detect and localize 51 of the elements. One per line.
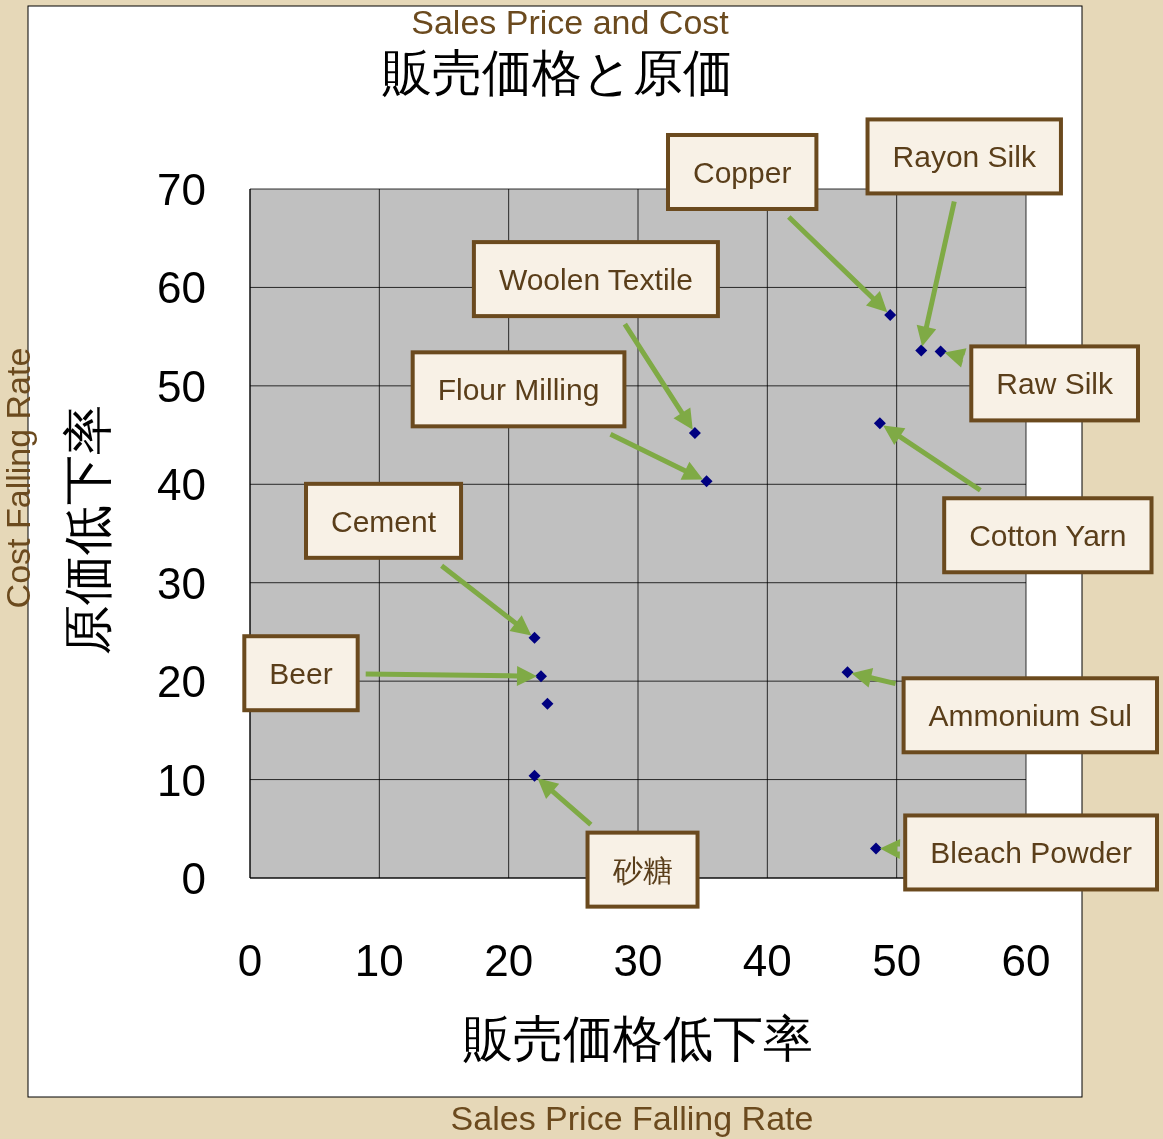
annotation: Woolen Textile [498,263,693,297]
point [688,427,701,440]
point [869,842,882,855]
point [934,345,947,358]
x-tick-label: 10 [354,936,404,985]
annotation: Beer [269,657,333,691]
y-tick-label: 50 [157,361,206,411]
annotation: Raw Silk [944,344,1140,423]
point [915,344,928,357]
annotation: Cotton Yarn [883,425,1154,575]
chart-subtitle: Sales Price and Cost [411,3,730,41]
y-tick-label: 70 [157,165,206,214]
y-tick-label: 60 [157,263,206,313]
annotation: 砂糖 [537,778,700,909]
y-tick-label: 30 [157,558,206,608]
x-tick-label: 0 [237,936,263,985]
y-tick-label: 10 [157,755,206,805]
annotation: Cement [304,481,532,636]
point [528,631,541,644]
x-tick-label: 20 [484,936,534,985]
x-tick-label: 30 [613,936,663,985]
annotation: Bleach Powder [879,813,1159,892]
annotation: 砂糖 [611,853,673,887]
point [873,417,886,430]
x-tick-label: 40 [742,936,792,985]
point [541,697,554,710]
annotation: Raw Silk [996,367,1114,401]
x-tick-label: 60 [1001,936,1051,985]
chart-title: 販売価格と原価 [381,45,733,101]
point [528,769,541,782]
annotation: Ammonium Sul [928,699,1132,733]
text: Sales Price Falling Rate [450,1099,814,1137]
annotation: Ammonium Sul [851,668,1159,755]
annotation: Bleach Powder [930,836,1132,870]
y-tick-label: 20 [157,657,206,707]
point [535,670,547,683]
annotation: Rayon Silk [865,117,1063,347]
annotation: Beer [242,634,537,713]
annotation: Cotton Yarn [969,519,1127,553]
y-tick-label: 0 [181,854,206,903]
point [841,666,854,679]
x-axis-title: 販売価格低下率 [463,1011,813,1067]
annotation: Cement [331,504,437,538]
y-tick-label: 40 [157,460,206,510]
y-axis-title: 原価低下率 [60,405,116,655]
point [884,308,897,321]
text: Cost Falling Rate [0,347,37,609]
x-tick-label: 50 [872,936,922,985]
annotation: Flour Milling [410,350,703,480]
point [700,475,713,488]
annotation: Flour Milling [437,373,600,407]
